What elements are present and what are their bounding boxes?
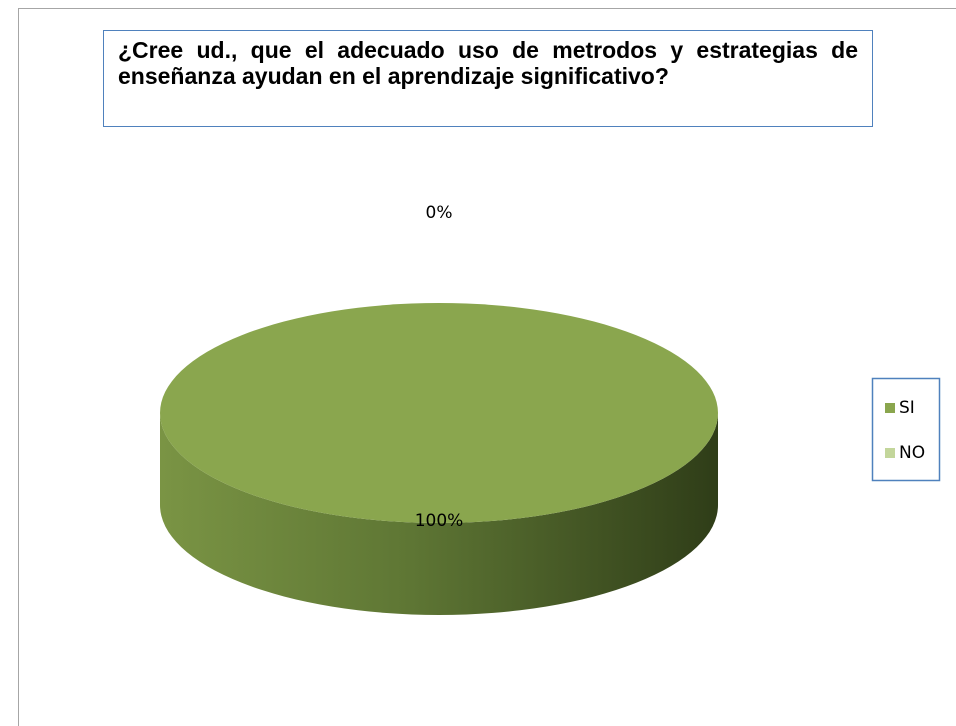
legend-swatch bbox=[885, 403, 895, 413]
pie-slice bbox=[160, 303, 718, 523]
pie-side bbox=[160, 413, 718, 615]
data-label: 0% bbox=[426, 203, 453, 223]
legend-box bbox=[871, 377, 941, 482]
legend-label: SI bbox=[899, 398, 915, 418]
legend-label: NO bbox=[899, 443, 925, 463]
data-label: 100% bbox=[415, 511, 464, 531]
chart-title: ¿Cree ud., que el adecuado uso de metrod… bbox=[103, 30, 873, 127]
legend-swatch bbox=[885, 448, 895, 458]
chart-frame bbox=[18, 8, 956, 726]
